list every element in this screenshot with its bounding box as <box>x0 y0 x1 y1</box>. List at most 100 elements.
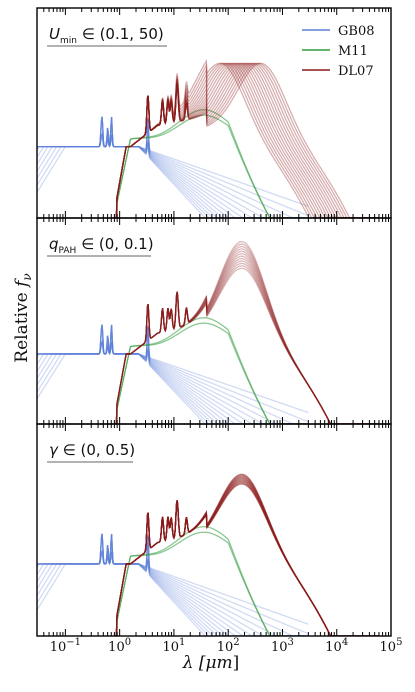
m11-series-line <box>114 114 309 218</box>
panel-3: γ ∈ (0, 0.5) <box>36 423 392 637</box>
dl07-series-line <box>114 477 379 636</box>
m11-series-line <box>114 109 309 218</box>
dl07-series-line <box>114 241 379 424</box>
dl07-series-line <box>114 265 379 424</box>
x-tick-label-base: 10 <box>325 640 342 655</box>
gb08-series-line <box>37 324 309 414</box>
panel-label-subscript: min <box>60 36 77 46</box>
dl07-series-line <box>114 475 379 636</box>
x-tick-label-base: 10 <box>108 640 125 655</box>
dl07-series-line <box>114 62 379 218</box>
gb08-series-line <box>37 132 309 218</box>
x-axis-title-main: λ [ <box>182 653 206 673</box>
dl07-series-line <box>114 477 379 636</box>
panel-label-subscript: PAH <box>59 246 77 256</box>
dl07-series-line <box>114 62 379 218</box>
x-tick-label-base: 10 <box>380 640 397 655</box>
dl07-series-line <box>114 62 379 218</box>
y-axis-title-symbol: f <box>12 278 32 289</box>
gb08-series-line <box>37 340 309 424</box>
x-tick-label-exponent: 4 <box>342 637 348 648</box>
dl07-series-line <box>114 476 379 636</box>
gb08-series-line <box>37 549 309 636</box>
panel-2-label: qPAH ∈ (0, 0.1) <box>49 235 154 256</box>
dl07-series-line <box>114 62 379 218</box>
gb08-series-line <box>37 132 309 218</box>
gb08-series-line <box>37 549 309 636</box>
dl07-series-line <box>114 479 379 636</box>
dl07-series-line <box>114 62 379 218</box>
dl07-series-line <box>114 62 379 218</box>
gb08-series-line <box>37 340 309 424</box>
dl07-series-line <box>114 480 379 636</box>
dl07-series-line <box>114 481 379 636</box>
y-axis-title: Relative fν <box>12 273 34 362</box>
panel-1-curves <box>37 58 379 218</box>
gb08-series-line <box>37 533 309 636</box>
x-axis-title-unit: μm <box>206 653 233 673</box>
gb08-series-line <box>37 549 309 636</box>
dl07-series-line <box>114 62 379 218</box>
dl07-series-line <box>114 257 379 424</box>
x-tick-label-base: 10 <box>50 640 67 655</box>
legend-label-m11: M11 <box>338 44 368 59</box>
legend-label-dl07: DL07 <box>338 64 374 79</box>
x-tick-labels: 10−1 100 101 102 103 104 105 <box>50 637 403 655</box>
dl07-series-line <box>114 473 379 636</box>
gb08-series-line <box>37 116 309 217</box>
dl07-series-line <box>114 475 379 636</box>
x-tick-label-base: 10 <box>271 640 288 655</box>
x-tick-label-exponent: 0 <box>125 637 131 648</box>
dl07-series-line <box>114 62 379 218</box>
panel-3-curves <box>37 473 379 636</box>
panel-1-label: Umin ∈ (0.1, 50) <box>49 25 164 46</box>
gb08-series-line <box>37 132 309 218</box>
gb08-series-line <box>37 549 309 636</box>
panel-1: Umin ∈ (0.1, 50) <box>36 7 392 219</box>
dl07-series-line <box>114 473 379 636</box>
dl07-series-line <box>114 62 379 218</box>
gb08-series-line <box>37 533 309 636</box>
x-tick-label: 101 <box>162 637 185 655</box>
gb08-series-line <box>37 132 309 218</box>
panel-3-frame <box>36 423 392 637</box>
gb08-series-line <box>37 132 309 218</box>
gb08-series-line <box>37 340 309 424</box>
y-axis-title-subscript: ν <box>20 273 34 280</box>
gb08-series-line <box>37 324 309 424</box>
gb08-series-line <box>37 116 309 218</box>
dl07-series-line <box>114 245 379 424</box>
dl07-series-line <box>114 62 379 218</box>
panels: Umin ∈ (0.1, 50) qPAH ∈ (0, 0.1) γ ∈ (0, 0… <box>36 7 403 655</box>
legend-label-gb08: GB08 <box>338 24 374 39</box>
gb08-series-line <box>37 340 309 424</box>
gb08-series-line <box>37 549 309 636</box>
panel-label-range: ∈ (0.1, 50) <box>77 25 164 43</box>
dl07-series-line <box>114 62 379 218</box>
x-tick-label: 100 <box>108 637 131 655</box>
m11-series-line <box>114 322 309 424</box>
panel-2: qPAH ∈ (0, 0.1) <box>36 217 392 425</box>
x-axis-title-end: ] <box>233 653 240 673</box>
gb08-series-line <box>37 533 309 636</box>
dl07-series-line <box>114 255 379 424</box>
dl07-series-line <box>114 480 379 636</box>
dl07-series-line <box>114 260 379 424</box>
gb08-series-line <box>37 533 309 625</box>
dl07-series-line <box>114 62 379 218</box>
y-axis-title-main: Relative <box>12 287 32 363</box>
gb08-series-line <box>37 116 309 218</box>
x-tick-label-exponent: 2 <box>233 637 239 648</box>
gb08-series-line <box>37 324 309 424</box>
panel-label-range: ∈ (0, 0.5) <box>58 441 135 459</box>
dl07-series-line <box>114 483 379 636</box>
x-tick-label-exponent: −1 <box>66 637 81 648</box>
dl07-series-line <box>114 267 379 424</box>
dl07-series-line <box>114 481 379 636</box>
x-axis-title: λ [μm] <box>182 653 240 673</box>
panel-label-range: ∈ (0, 0.1) <box>76 235 153 253</box>
gb08-series-line <box>37 132 309 218</box>
x-tick-label: 105 <box>380 637 403 655</box>
panel-2-curves <box>37 241 379 424</box>
